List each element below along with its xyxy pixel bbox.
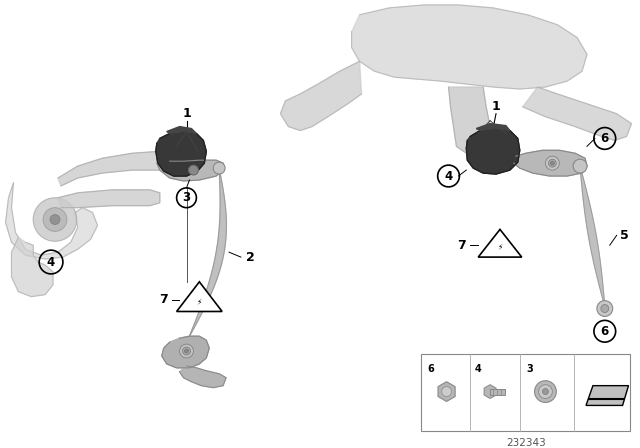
- Circle shape: [601, 305, 609, 312]
- Text: 7: 7: [159, 293, 168, 306]
- Polygon shape: [438, 382, 455, 401]
- Text: 6: 6: [601, 132, 609, 145]
- Polygon shape: [467, 129, 520, 174]
- Circle shape: [442, 387, 451, 396]
- Text: 7: 7: [457, 239, 466, 252]
- Polygon shape: [157, 160, 223, 181]
- Bar: [490, 388, 505, 395]
- Circle shape: [597, 301, 612, 316]
- Polygon shape: [156, 132, 206, 176]
- Polygon shape: [180, 366, 226, 388]
- Text: 1: 1: [492, 100, 500, 113]
- Circle shape: [534, 381, 556, 402]
- Text: 4: 4: [444, 169, 452, 182]
- Polygon shape: [523, 87, 632, 140]
- Text: ⚡: ⚡: [497, 243, 502, 252]
- Text: 3: 3: [526, 364, 533, 374]
- Circle shape: [550, 161, 554, 165]
- Polygon shape: [6, 183, 97, 259]
- Polygon shape: [449, 87, 493, 156]
- Circle shape: [548, 159, 556, 167]
- Text: ⚡: ⚡: [196, 297, 202, 306]
- Polygon shape: [189, 168, 227, 336]
- Circle shape: [189, 165, 198, 175]
- Bar: [421, 354, 630, 431]
- Circle shape: [180, 344, 193, 358]
- Polygon shape: [177, 282, 222, 311]
- Polygon shape: [586, 386, 628, 405]
- Circle shape: [545, 156, 559, 170]
- Polygon shape: [514, 150, 587, 176]
- Text: 2: 2: [246, 250, 255, 263]
- Polygon shape: [12, 237, 53, 297]
- Polygon shape: [580, 166, 605, 306]
- Circle shape: [213, 162, 225, 174]
- Circle shape: [33, 198, 77, 241]
- Text: 4: 4: [47, 255, 55, 268]
- Circle shape: [182, 347, 191, 355]
- Text: 6: 6: [601, 325, 609, 338]
- Text: 3: 3: [182, 191, 191, 204]
- Circle shape: [43, 208, 67, 231]
- Polygon shape: [476, 124, 510, 130]
- Circle shape: [573, 159, 587, 173]
- Text: 6: 6: [428, 364, 434, 374]
- Circle shape: [50, 215, 60, 224]
- Polygon shape: [58, 151, 172, 186]
- Polygon shape: [484, 385, 496, 399]
- Text: 4: 4: [475, 364, 481, 374]
- Polygon shape: [280, 61, 362, 130]
- Text: 1: 1: [182, 107, 191, 120]
- Polygon shape: [58, 190, 160, 208]
- Text: 5: 5: [620, 229, 629, 242]
- Polygon shape: [351, 5, 587, 89]
- Circle shape: [184, 349, 189, 353]
- Polygon shape: [478, 229, 522, 257]
- Polygon shape: [167, 127, 196, 134]
- Circle shape: [543, 388, 548, 395]
- Polygon shape: [162, 336, 209, 368]
- Text: 232343: 232343: [506, 438, 545, 448]
- Circle shape: [538, 385, 552, 399]
